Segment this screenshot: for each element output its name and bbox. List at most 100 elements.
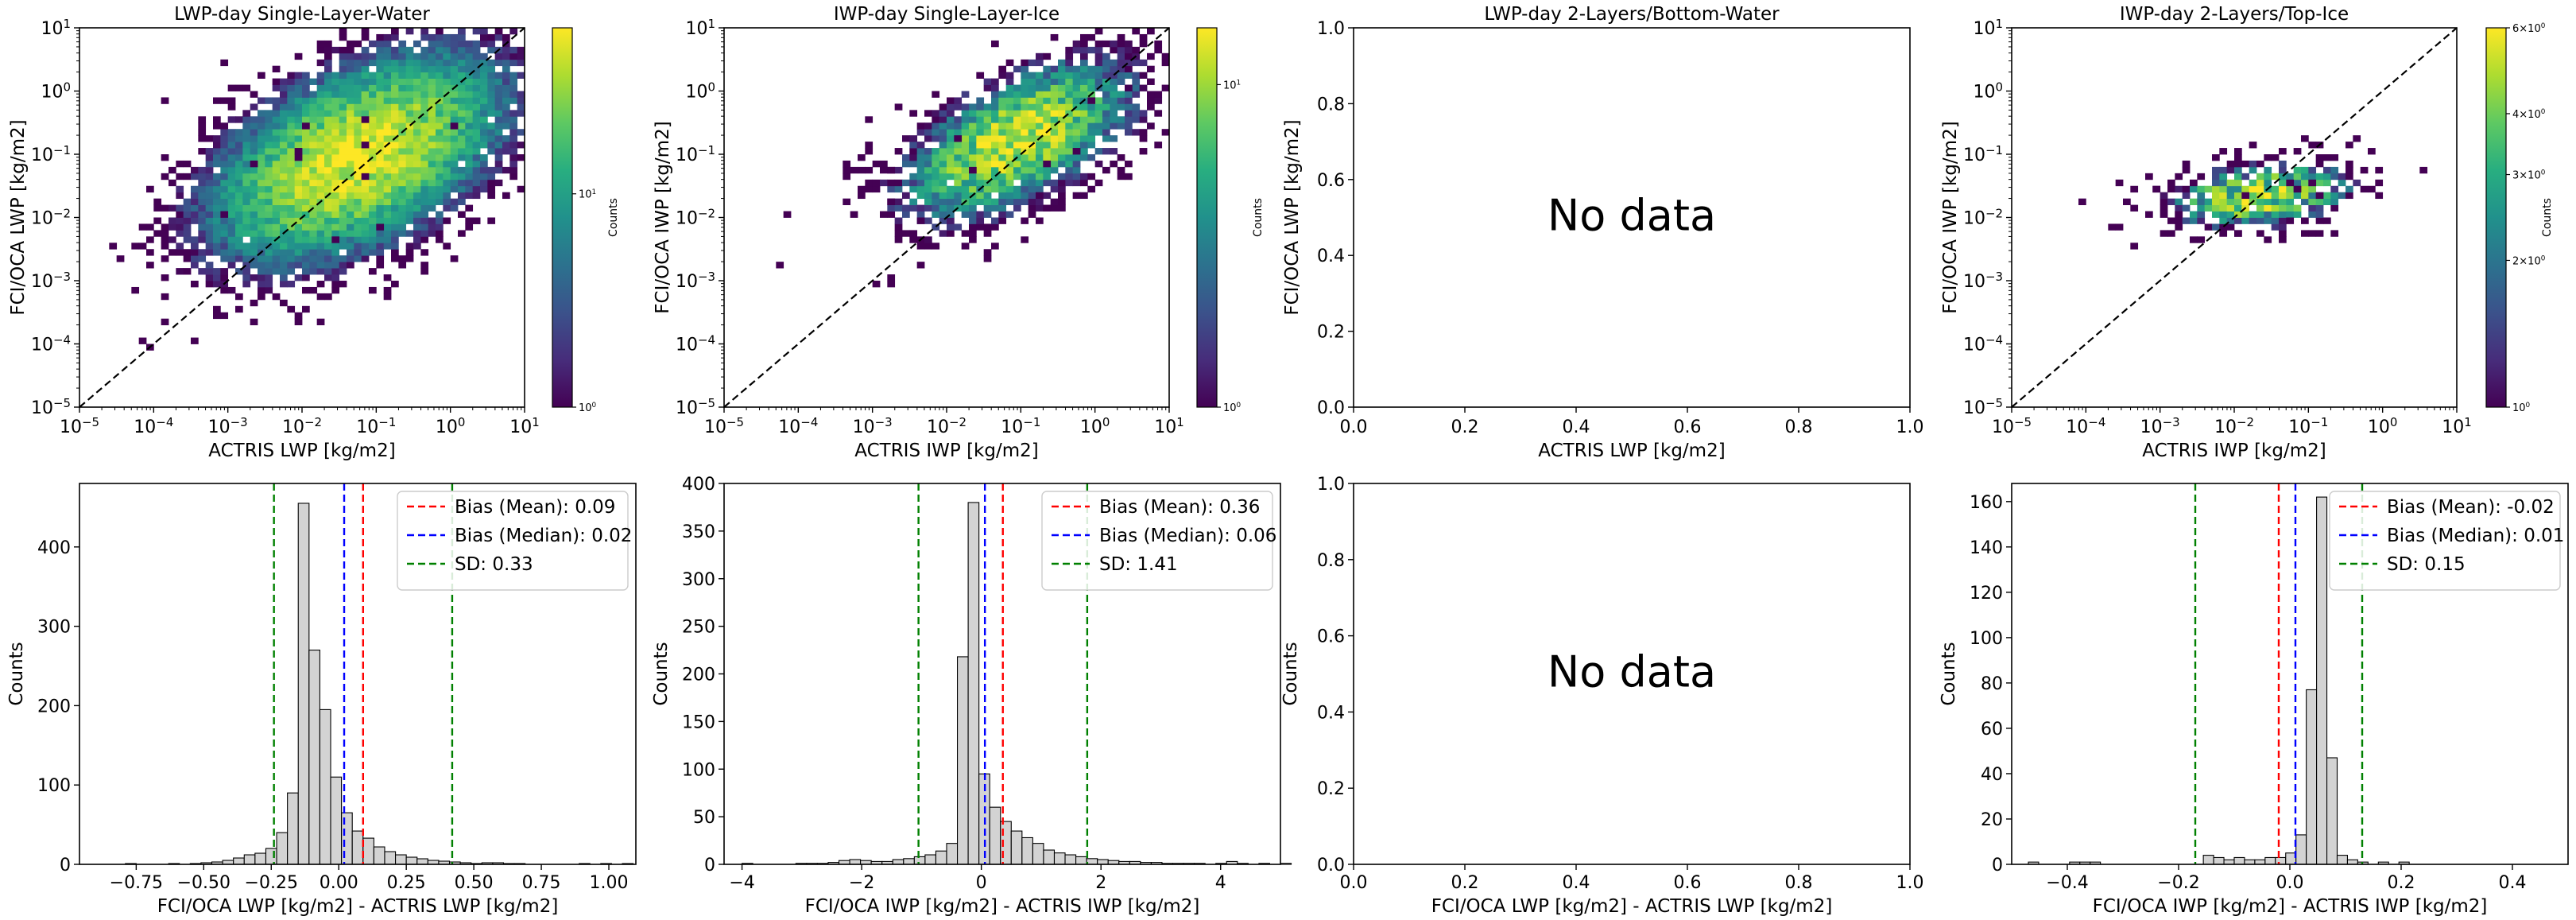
heatmap-cell: [176, 223, 184, 231]
heatmap-cell: [1125, 46, 1133, 54]
heatmap-cell: [2219, 223, 2228, 231]
heatmap-cell: [191, 211, 199, 218]
heatmap-cell: [1125, 173, 1133, 181]
heatmap-cell: [1117, 103, 1125, 111]
heatmap-cell: [2219, 217, 2228, 224]
heatmap-cell: [924, 154, 932, 161]
heatmap-cell: [1102, 59, 1110, 67]
heatmap-cell: [235, 293, 243, 301]
heatmap-cell: [287, 217, 296, 224]
heatmap-cell: [983, 122, 992, 130]
heatmap-cell: [258, 268, 265, 275]
heatmap-cell: [1050, 84, 1059, 91]
heatmap-cell: [250, 103, 258, 111]
heatmap-cell: [494, 135, 503, 142]
heatmap-cell: [331, 160, 340, 168]
heatmap-cell: [2293, 173, 2302, 181]
heatmap-cell: [436, 116, 444, 123]
heatmap-cell: [339, 268, 347, 275]
heatmap-cell: [902, 204, 910, 212]
heatmap-cell: [369, 243, 377, 250]
heatmap-cell: [302, 84, 310, 91]
heatmap-cell: [413, 243, 421, 250]
heatmap-cell: [347, 97, 354, 104]
heatmap-cell: [909, 135, 918, 142]
heatmap-cell: [2212, 192, 2220, 200]
heatmap-cell: [1036, 116, 1044, 123]
heatmap-cell: [436, 103, 444, 111]
heatmap-cell: [487, 91, 496, 98]
heatmap-cell: [947, 211, 955, 218]
heatmap-cell: [1058, 148, 1066, 155]
heatmap-cell: [413, 59, 421, 67]
heatmap-cell: [220, 97, 229, 104]
heatmap-cell: [465, 185, 474, 193]
heatmap-cell: [502, 122, 510, 130]
heatmap-cell: [1065, 110, 1074, 117]
heatmap-cell: [887, 185, 896, 193]
heatmap-cell: [2323, 154, 2331, 161]
heatmap-cell: [436, 72, 444, 79]
heatmap-cell: [347, 192, 354, 200]
heatmap-cell: [458, 122, 466, 130]
heatmap-cell: [443, 110, 451, 117]
heatmap-cell: [369, 116, 377, 123]
heatmap-cell: [983, 173, 992, 181]
heatmap-cell: [902, 135, 910, 142]
colorbar-gradient: [1196, 27, 1218, 408]
x-tick-label: −0.2: [2157, 873, 2199, 893]
heatmap-cell: [1072, 135, 1081, 142]
heatmap-cell: [865, 185, 874, 193]
heatmap-cell: [1043, 122, 1052, 130]
heatmap-cell: [428, 135, 436, 142]
heatmap-cell: [2360, 166, 2369, 174]
heatmap-cell: [1132, 28, 1141, 35]
heatmap-cell: [161, 230, 169, 237]
heatmap-cell: [436, 185, 444, 193]
heatmap-cell: [339, 204, 347, 212]
heatmap-cell: [213, 211, 221, 218]
heatmap-cell: [1094, 129, 1103, 136]
heatmap-cell: [413, 211, 421, 218]
heatmap-cell: [480, 59, 488, 67]
heatmap-cell: [1058, 204, 1066, 212]
heatmap-cell: [272, 154, 281, 161]
heatmap-cell: [1125, 122, 1133, 130]
heatmap-cell: [1161, 129, 1170, 136]
heatmap-cell: [502, 72, 510, 79]
heatmap-cell: [472, 160, 481, 168]
chart-title: IWP-day Single-Layer-Ice: [834, 4, 1059, 25]
heatmap-cell: [428, 179, 436, 187]
heatmap-cell: [1161, 59, 1170, 67]
heatmap-cell: [220, 166, 229, 174]
heatmap-cell: [316, 243, 325, 250]
heatmap-cell: [436, 198, 444, 205]
heatmap-cell: [316, 268, 325, 275]
heatmap-cell: [858, 185, 866, 193]
y-tick-label: 0.0: [1317, 398, 1345, 418]
heatmap-cell: [354, 204, 362, 212]
heatmap-cell: [2212, 166, 2220, 174]
heatmap-cell: [354, 59, 362, 67]
heatmap-cell: [391, 52, 399, 60]
heatmap-cell: [509, 110, 518, 117]
heatmap-cell: [1021, 166, 1029, 174]
heatmap-cell: [265, 129, 273, 136]
heatmap-cell: [294, 211, 303, 218]
heatmap-cell: [213, 230, 221, 237]
x-tick-label: 100: [2368, 415, 2398, 437]
x-axis-label: ACTRIS IWP [kg/m2]: [2142, 441, 2326, 461]
heatmap-cell: [287, 97, 296, 104]
heatmap-cell: [242, 154, 251, 161]
heatmap-cell: [2182, 192, 2191, 200]
y-tick-label: 10−2: [676, 206, 715, 228]
heatmap-cell: [1050, 160, 1059, 168]
heatmap-cell: [465, 97, 474, 104]
y-axis-label: FCI/OCA LWP [kg/m2]: [1282, 119, 1303, 315]
heatmap-cell: [1028, 116, 1036, 123]
heatmap-cell: [1058, 91, 1066, 98]
heatmap-cell: [227, 236, 236, 243]
heatmap-cell: [146, 223, 154, 231]
heatmap-cell: [213, 312, 221, 320]
heatmap-cell: [502, 142, 510, 149]
